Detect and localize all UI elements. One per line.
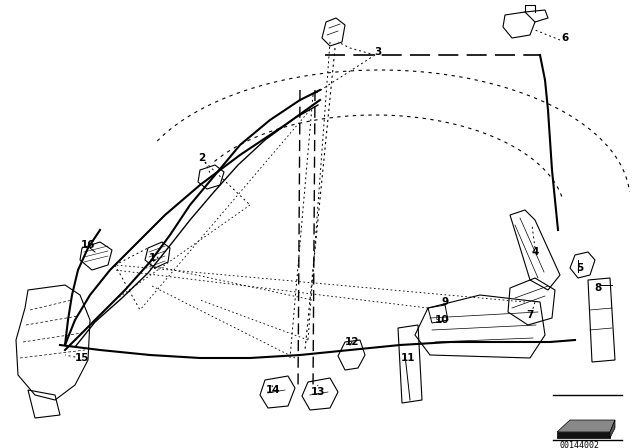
Text: 3: 3 bbox=[374, 47, 381, 57]
Text: 16: 16 bbox=[81, 240, 95, 250]
Text: 10: 10 bbox=[435, 315, 449, 325]
Text: 13: 13 bbox=[311, 387, 325, 397]
Text: 6: 6 bbox=[561, 33, 568, 43]
Polygon shape bbox=[557, 420, 615, 432]
Text: 12: 12 bbox=[345, 337, 359, 347]
Text: 5: 5 bbox=[577, 263, 584, 273]
Text: 15: 15 bbox=[75, 353, 89, 363]
Text: 14: 14 bbox=[266, 385, 280, 395]
Text: 11: 11 bbox=[401, 353, 415, 363]
Text: 4: 4 bbox=[531, 247, 539, 257]
Text: 8: 8 bbox=[595, 283, 602, 293]
Polygon shape bbox=[557, 432, 610, 438]
Text: 00144002: 00144002 bbox=[560, 440, 600, 448]
Text: 1: 1 bbox=[148, 253, 156, 263]
Text: 7: 7 bbox=[526, 310, 534, 320]
Text: 2: 2 bbox=[198, 153, 205, 163]
Text: 9: 9 bbox=[442, 297, 449, 307]
Polygon shape bbox=[610, 420, 615, 438]
